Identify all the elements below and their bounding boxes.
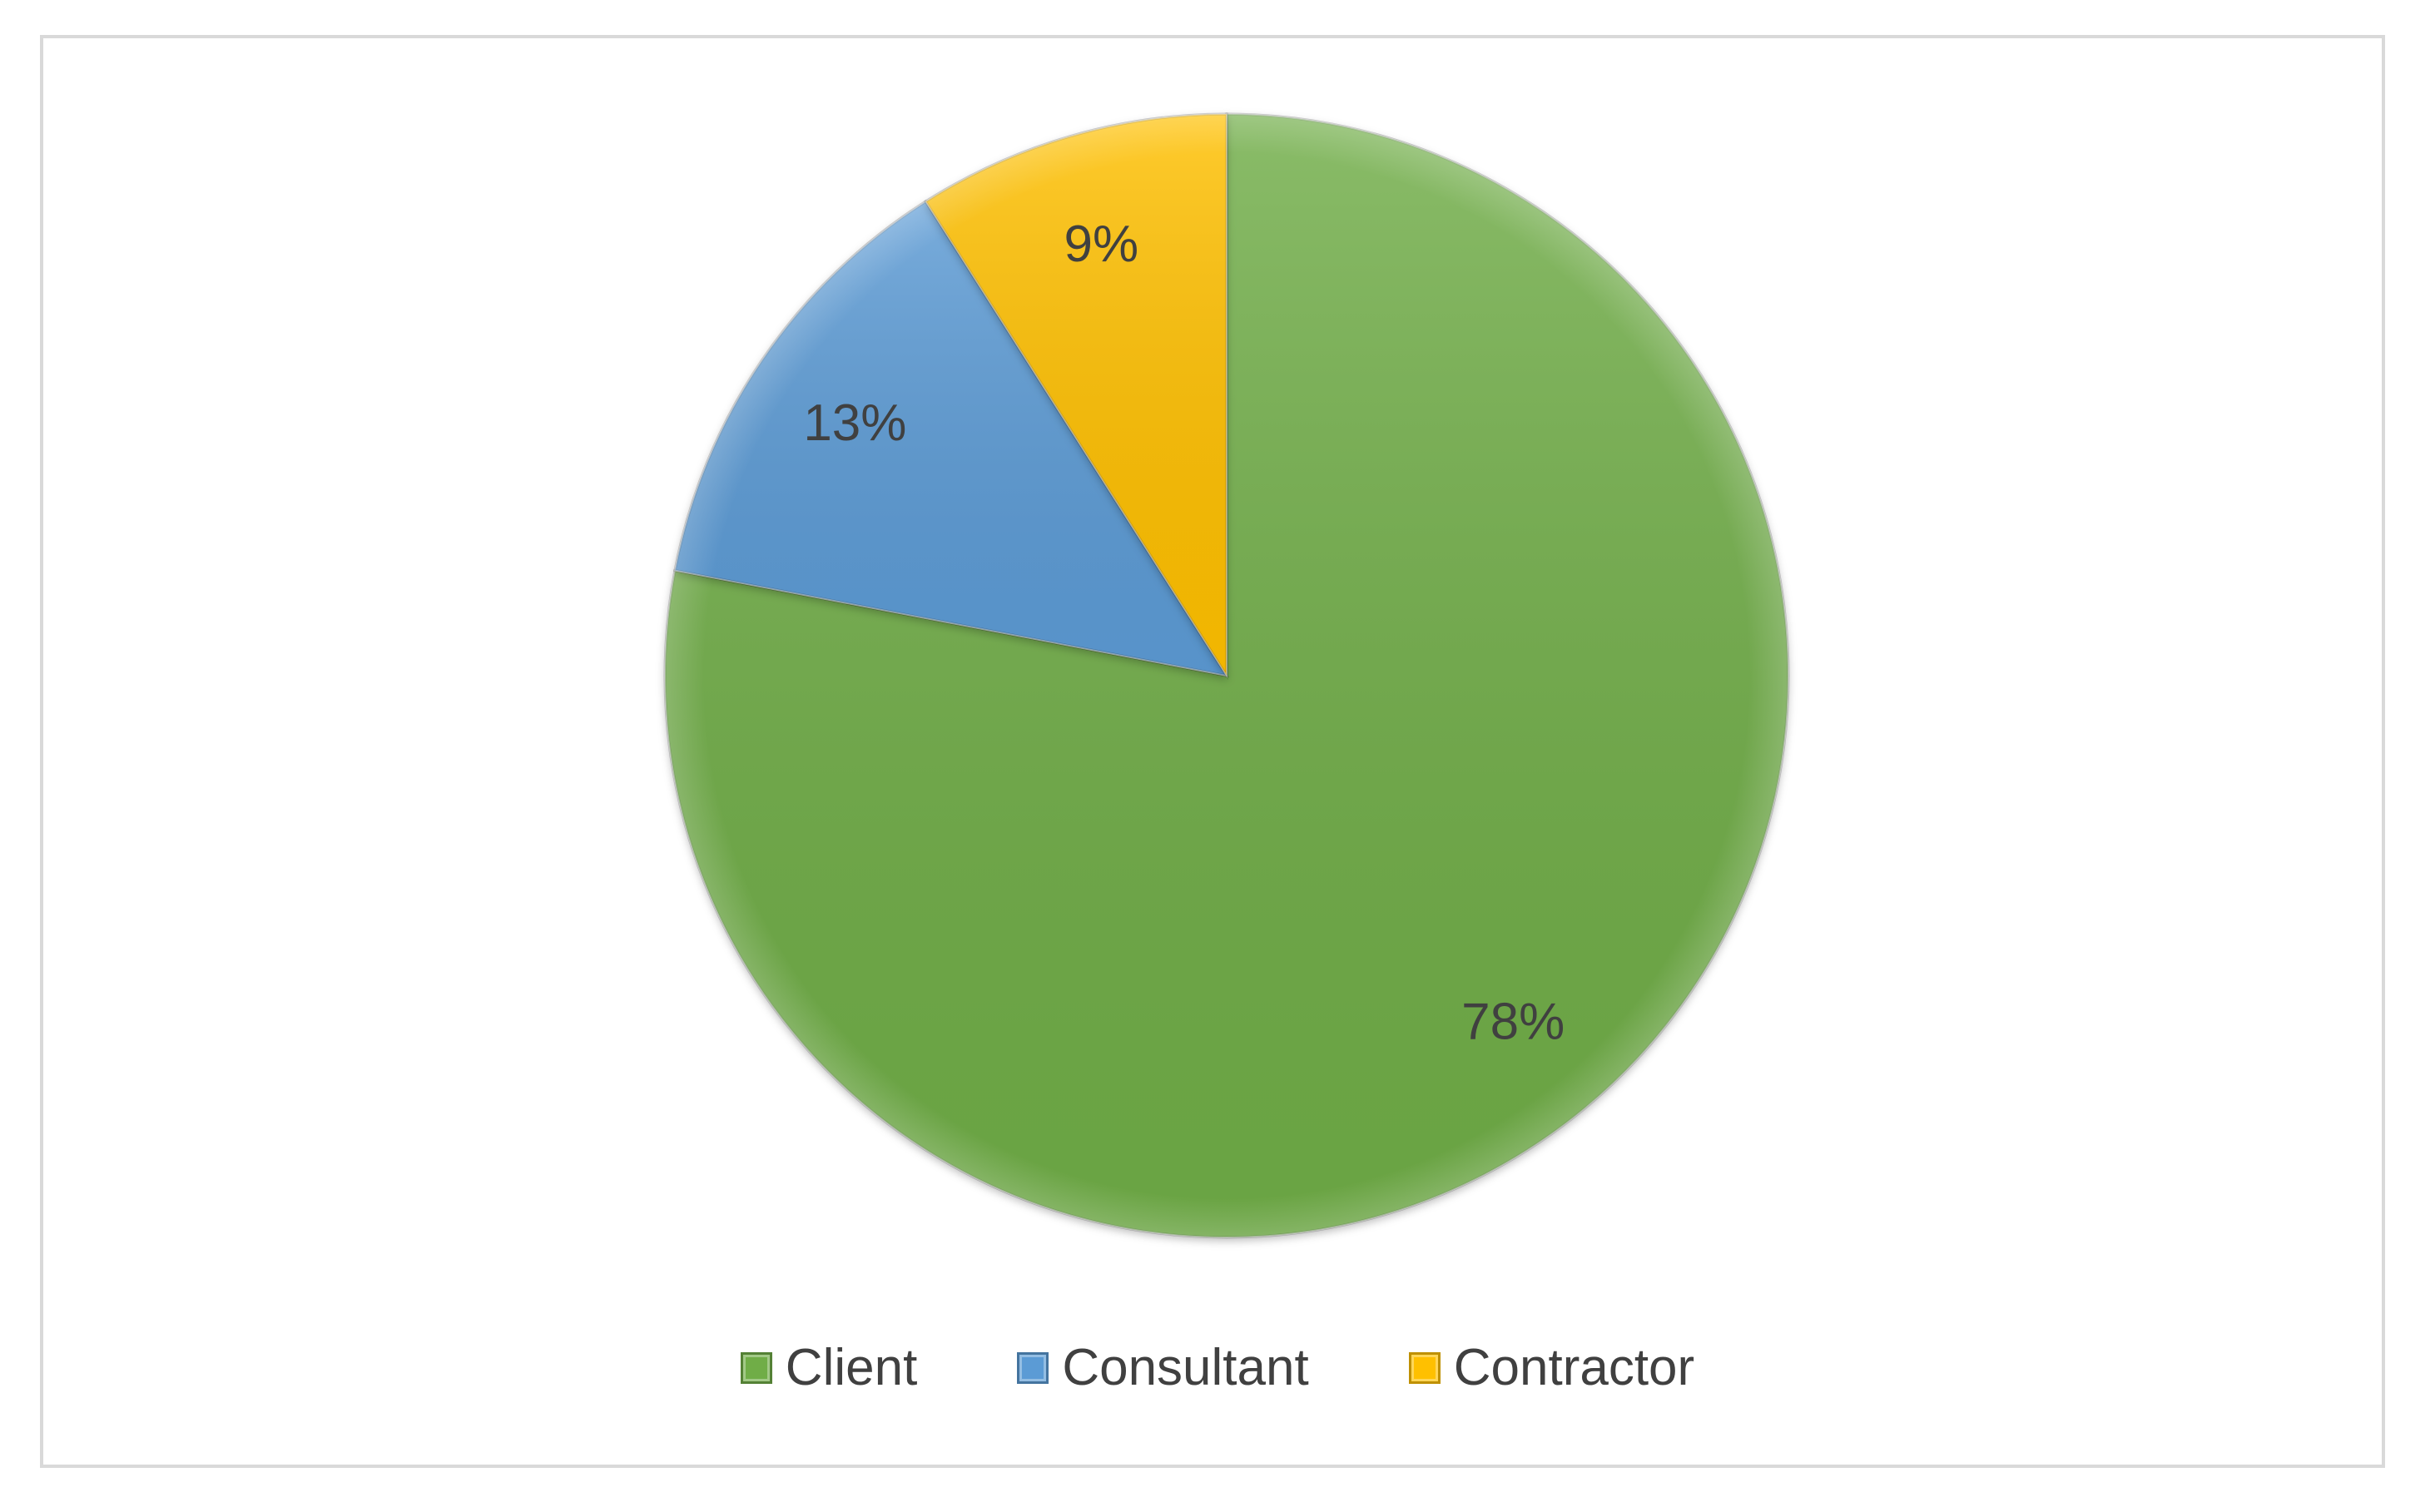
legend-item-client: Client — [740, 1338, 918, 1397]
legend-swatch-contractor — [1408, 1351, 1441, 1384]
legend-item-consultant: Consultant — [1017, 1338, 1309, 1397]
legend: Client Consultant Contractor — [0, 1338, 2435, 1397]
pie-data-labels: 78% 13% 9% — [803, 216, 1565, 1051]
legend-label-consultant: Consultant — [1062, 1339, 1309, 1396]
legend-label-client: Client — [785, 1339, 918, 1396]
data-label-client: 78% — [1461, 994, 1565, 1051]
legend-swatch-consultant — [1017, 1351, 1049, 1384]
legend-swatch-client — [740, 1351, 772, 1384]
pie-slices — [663, 112, 1790, 1239]
data-label-consultant: 13% — [803, 394, 906, 452]
legend-label-contractor: Contractor — [1453, 1339, 1695, 1396]
legend-item-contractor: Contractor — [1408, 1338, 1695, 1397]
data-label-contractor: 9% — [1064, 216, 1139, 273]
pie-rim-highlight — [665, 114, 1788, 1237]
